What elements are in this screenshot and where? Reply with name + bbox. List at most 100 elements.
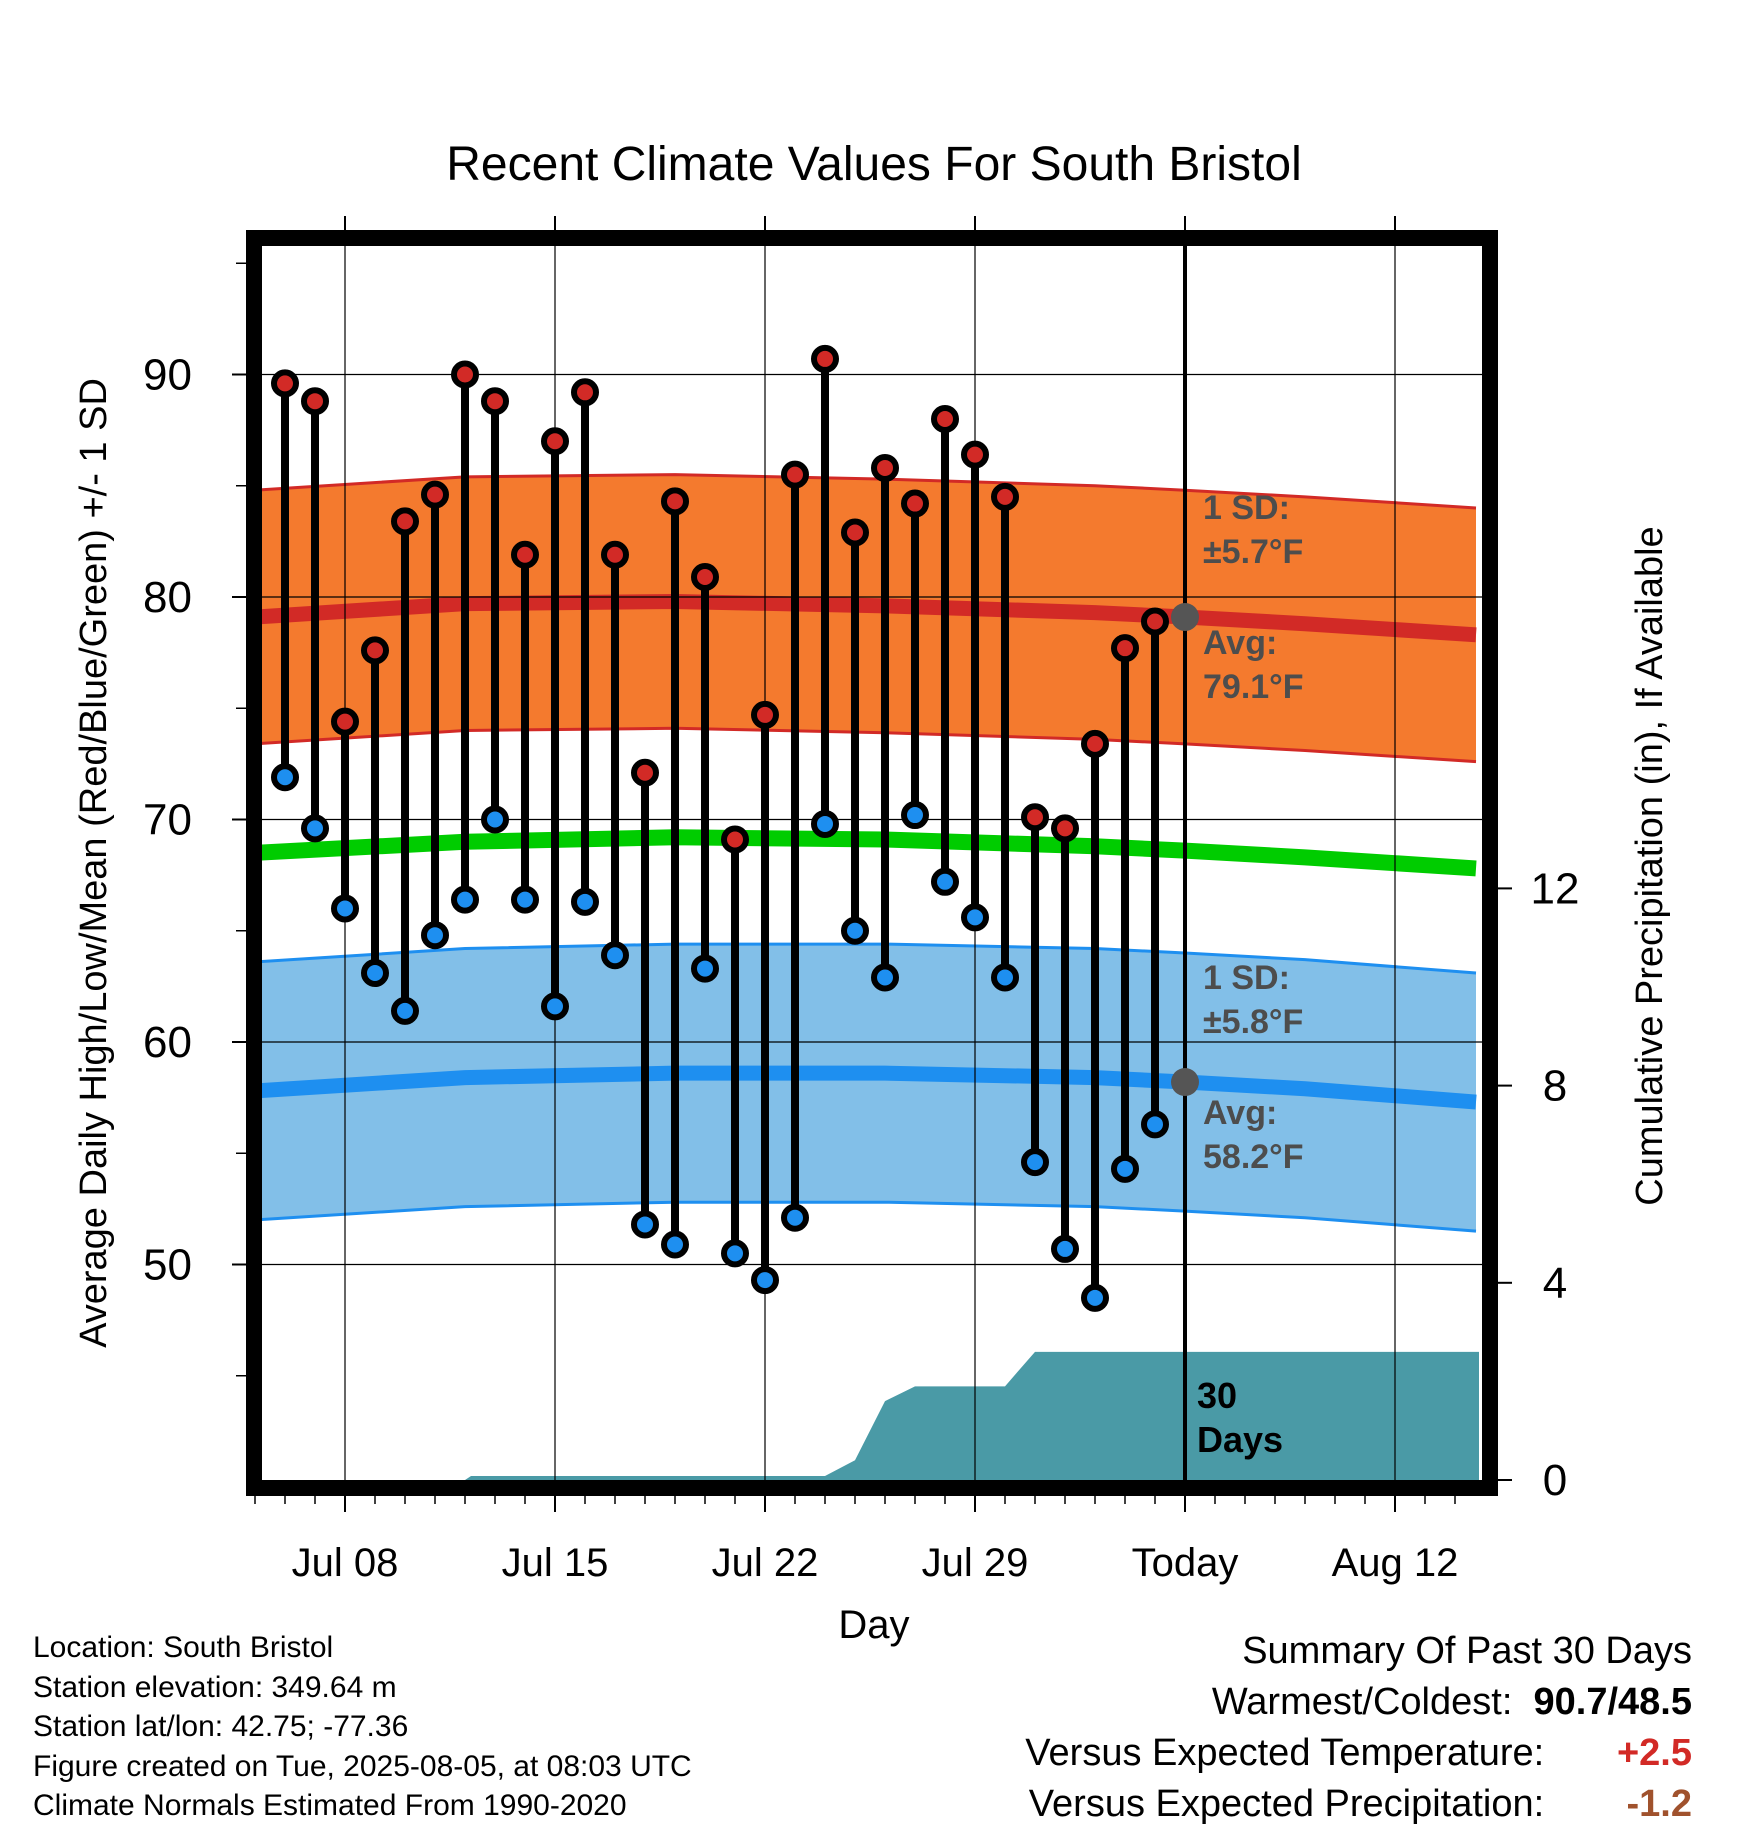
- daily-low-point: [631, 1210, 659, 1239]
- daily-high-point: [811, 344, 839, 373]
- daily-low-point: [661, 1230, 689, 1259]
- daily-high-point: [481, 387, 509, 416]
- daily-low-point: [451, 885, 479, 914]
- y2-axis-label: Cumulative Precipitation (in), If Availa…: [1629, 526, 1671, 1205]
- daily-low-point: [1141, 1110, 1169, 1139]
- daily-low-point: [781, 1203, 809, 1232]
- x-tick-label: Jul 08: [292, 1541, 399, 1585]
- normal-low-lower-edge: [262, 1200, 1477, 1233]
- daily-high-point: [1141, 607, 1169, 636]
- daily-low-point: [541, 992, 569, 1021]
- daily-low-point: [871, 963, 899, 992]
- daily-high-point: [661, 487, 689, 516]
- low-sd-value: ±5.8°F: [1203, 1003, 1303, 1041]
- daily-low-point: [961, 903, 989, 932]
- daily-high-point: [871, 453, 899, 482]
- location-text: Location: South Bristol: [33, 1631, 334, 1664]
- plot-frame: [246, 230, 1498, 1496]
- daily-low-point: [421, 921, 449, 950]
- y-axis-label: Average Daily High/Low/Mean (Red/Blue/Gr…: [73, 378, 115, 1348]
- precip-value: -1.2: [1626, 1783, 1692, 1825]
- daily-low-point: [331, 894, 359, 923]
- daily-high-point: [991, 482, 1019, 511]
- summary-panel: Summary Of Past 30 Days Warmest/Coldest:…: [1025, 1626, 1692, 1830]
- high-sd-label: 1 SD:: [1203, 489, 1290, 527]
- daily-high-point: [541, 427, 569, 456]
- x-tick-label: Jul 29: [922, 1541, 1029, 1585]
- summary-precip: Versus Expected Precipitation: -1.2: [1025, 1779, 1692, 1830]
- daily-low-point: [1051, 1234, 1079, 1263]
- daily-high-point: [271, 369, 299, 398]
- daily-low-point: [811, 809, 839, 838]
- daily-low-point: [361, 959, 389, 988]
- daily-high-point: [511, 540, 539, 569]
- summary-temp: Versus Expected Temperature: +2.5: [1025, 1728, 1692, 1779]
- low-avg-value: 58.2°F: [1203, 1138, 1304, 1176]
- daily-high-point: [781, 460, 809, 489]
- x-axis-label: Day: [838, 1603, 909, 1647]
- daily-high-point: [721, 825, 749, 854]
- daily-low-point: [931, 867, 959, 896]
- latlon-text: Station lat/lon: 42.75; -77.36: [33, 1710, 409, 1743]
- summary-warm-cold: Warmest/Coldest: 90.7/48.5: [1025, 1677, 1692, 1728]
- daily-high-point: [931, 405, 959, 433]
- daily-low-point: [1111, 1154, 1139, 1183]
- daily-high-point: [631, 758, 659, 787]
- chart-title: Recent Climate Values For South Bristol: [446, 138, 1301, 191]
- daily-low-point: [511, 885, 539, 914]
- daily-high-point: [841, 518, 869, 547]
- y2-tick-label: 8: [1543, 1062, 1567, 1111]
- normal-low-band: [262, 944, 1476, 1232]
- y-tick-label: 70: [143, 796, 192, 845]
- daily-high-point: [331, 707, 359, 736]
- warm-cold-value: 90.7/48.5: [1533, 1681, 1692, 1723]
- temp-value: +2.5: [1616, 1732, 1692, 1774]
- daily-high-point: [751, 700, 779, 729]
- high-avg-label: Avg:: [1203, 624, 1277, 662]
- daily-low-point: [691, 954, 719, 983]
- elevation-text: Station elevation: 349.64 m: [33, 1670, 397, 1704]
- high-avg-value: 79.1°F: [1203, 668, 1304, 706]
- x-tick-label: Today: [1132, 1541, 1239, 1585]
- daily-low-point: [1081, 1283, 1109, 1312]
- daily-low-point: [901, 801, 929, 830]
- daily-low-point: [391, 996, 419, 1025]
- normal-high-band: [262, 474, 1476, 762]
- y-tick-label: 60: [143, 1018, 192, 1067]
- daily-high-point: [421, 480, 449, 509]
- precip-label-line1: 30: [1197, 1375, 1237, 1416]
- x-tick-label: Jul 22: [712, 1541, 819, 1585]
- daily-low-point: [271, 763, 299, 792]
- precip-label: Versus Expected Precipitation:: [1028, 1783, 1545, 1825]
- summary-heading: Summary Of Past 30 Days: [1242, 1630, 1692, 1672]
- normal-low-line: [262, 1065, 1477, 1110]
- precip-area: [262, 1351, 1479, 1480]
- normals-text: Climate Normals Estimated From 1990-2020: [33, 1789, 627, 1822]
- normal-low-upper-edge: [262, 942, 1477, 975]
- y2-tick-label: 0: [1543, 1456, 1567, 1505]
- daily-low-point: [751, 1266, 779, 1295]
- daily-low-point: [481, 805, 509, 834]
- daily-low-point: [721, 1239, 749, 1268]
- y2-tick-label: 4: [1543, 1259, 1567, 1308]
- low-sd-label: 1 SD:: [1203, 959, 1290, 997]
- daily-low-point: [991, 963, 1019, 992]
- daily-low-point: [1021, 1148, 1049, 1177]
- warm-cold-label: Warmest/Coldest:: [1211, 1681, 1513, 1723]
- normal-high-upper-edge: [262, 473, 1477, 510]
- x-tick-label: Jul 15: [502, 1541, 609, 1585]
- y-tick-label: 50: [143, 1241, 192, 1290]
- daily-high-point: [1081, 729, 1109, 758]
- x-tick-label: Aug 12: [1332, 1541, 1459, 1585]
- daily-low-point: [841, 916, 869, 945]
- precip-label-line2: Days: [1197, 1419, 1283, 1460]
- daily-high-point: [691, 562, 719, 591]
- avg-low-marker: [1171, 1068, 1199, 1097]
- temp-label: Versus Expected Temperature:: [1025, 1732, 1545, 1774]
- daily-high-point: [451, 360, 479, 389]
- daily-low-point: [571, 887, 599, 916]
- y-tick-label: 90: [143, 351, 192, 400]
- daily-high-point: [361, 636, 389, 665]
